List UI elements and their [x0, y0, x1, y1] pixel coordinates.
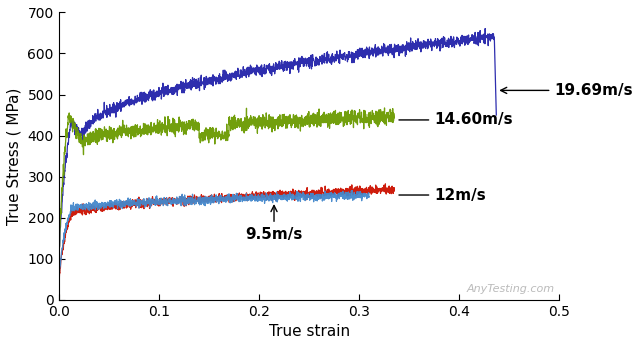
Text: 12m/s: 12m/s: [399, 188, 486, 202]
Text: AnyTesting.com: AnyTesting.com: [467, 284, 554, 294]
Y-axis label: True Stress ( MPa): True Stress ( MPa): [7, 87, 22, 225]
Text: 19.69m/s: 19.69m/s: [500, 83, 633, 98]
X-axis label: True strain: True strain: [269, 324, 349, 339]
Text: 9.5m/s: 9.5m/s: [245, 206, 303, 242]
Text: 14.60m/s: 14.60m/s: [399, 112, 513, 127]
